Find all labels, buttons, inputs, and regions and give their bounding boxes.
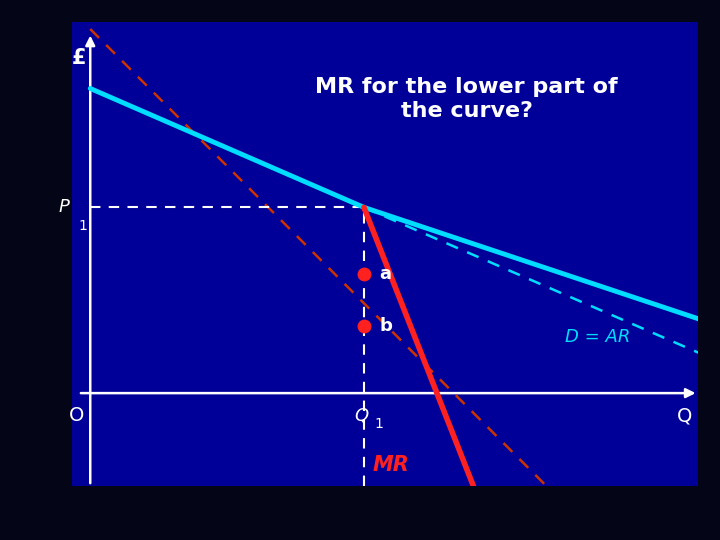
Text: 1: 1 — [374, 417, 384, 431]
Text: MR for the lower part of
the curve?: MR for the lower part of the curve? — [315, 77, 618, 120]
Text: D = AR: D = AR — [564, 328, 630, 346]
Text: Q: Q — [354, 407, 368, 425]
Text: Q: Q — [677, 406, 693, 425]
Text: £: £ — [72, 48, 86, 68]
Text: MR: MR — [373, 455, 410, 475]
Text: a: a — [379, 265, 391, 284]
Text: O: O — [69, 406, 84, 425]
Text: b: b — [379, 317, 392, 335]
Text: 1: 1 — [78, 219, 87, 233]
Text: P: P — [58, 198, 69, 217]
